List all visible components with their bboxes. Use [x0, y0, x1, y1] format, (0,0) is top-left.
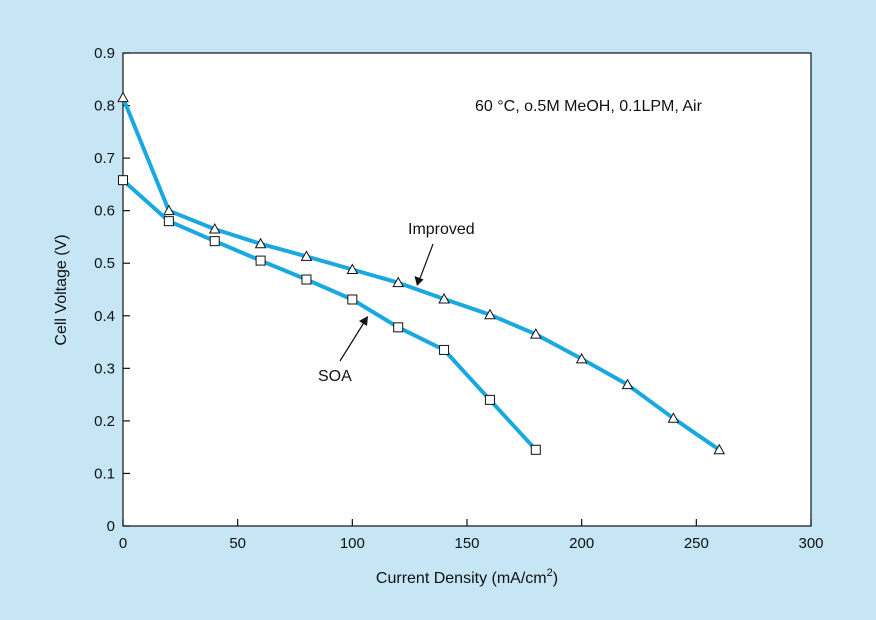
series-line-improved	[121, 95, 722, 452]
callout-arrowhead-soa	[359, 316, 368, 326]
y-tick-label: 0.6	[94, 203, 115, 220]
series-layer	[117, 91, 726, 455]
x-tick-label: 100	[340, 535, 365, 552]
x-axis-label: Current Density (mA/cm2)	[376, 567, 558, 587]
callout-label-improved: Improved	[408, 221, 475, 238]
data-point-improved	[713, 443, 726, 455]
data-point-soa	[439, 344, 450, 355]
y-tick-label: 0.9	[94, 45, 115, 62]
x-axis-label-main: Current Density (mA/cm	[376, 570, 547, 587]
callout-arrow-soa	[339, 320, 366, 362]
data-point-soa	[347, 294, 358, 305]
y-axis-label: Cell Voltage (V)	[53, 234, 70, 345]
data-point-soa	[530, 444, 541, 455]
y-tick-label: 0.2	[94, 413, 115, 430]
data-point-improved	[208, 223, 221, 234]
plot-area	[122, 52, 812, 527]
data-point-improved	[346, 263, 359, 275]
x-tick-label: 300	[798, 535, 823, 552]
data-point-improved	[621, 378, 634, 390]
data-point-improved	[254, 237, 267, 249]
x-tick-label: 50	[229, 535, 246, 552]
data-point-soa	[393, 322, 404, 333]
x-tick-label: 200	[569, 535, 594, 552]
x-tick-label: 250	[684, 535, 709, 552]
callout-arrow-improved	[418, 243, 434, 282]
data-point-improved	[484, 308, 496, 320]
data-point-improved	[438, 292, 450, 304]
data-point-soa	[484, 394, 495, 405]
data-point-soa	[255, 255, 266, 266]
y-tick-label: 0.8	[94, 98, 115, 115]
callout-layer: Improved SOA	[318, 221, 475, 385]
callout-label-soa: SOA	[318, 368, 352, 385]
data-point-improved	[300, 250, 313, 261]
annotation-conditions: 60 °C, o.5M MeOH, 0.1LPM, Air	[475, 98, 703, 115]
y-tick-label: 0.4	[94, 308, 115, 325]
data-point-soa	[118, 175, 128, 186]
callout-arrowhead-improved	[414, 276, 424, 286]
data-point-improved	[392, 276, 405, 288]
x-axis-label-suffix: )	[553, 570, 558, 587]
y-tick-label: 0.7	[94, 150, 115, 167]
data-point-improved	[575, 352, 588, 364]
data-point-soa	[163, 216, 174, 227]
y-tick-label: 0.3	[94, 360, 115, 377]
x-tick-label: 0	[119, 535, 127, 552]
series-line-soa	[121, 178, 538, 452]
data-point-improved	[163, 204, 175, 216]
x-axis-label-superscript: 2	[547, 567, 553, 579]
data-point-improved	[117, 91, 129, 103]
data-point-soa	[301, 274, 312, 285]
x-tick-label: 150	[454, 535, 479, 552]
y-tick-label: 0.5	[94, 255, 115, 272]
data-point-improved	[529, 328, 542, 339]
axis-ticks: 0 50 100 150 200 250 300 0 0.1 0.2 0.3 0.4 0.5 0.6 0.7…	[94, 45, 823, 552]
y-tick-label: 0.1	[94, 465, 115, 482]
data-point-improved	[667, 412, 680, 423]
y-tick-label: 0	[107, 518, 115, 535]
data-point-soa	[209, 236, 220, 247]
